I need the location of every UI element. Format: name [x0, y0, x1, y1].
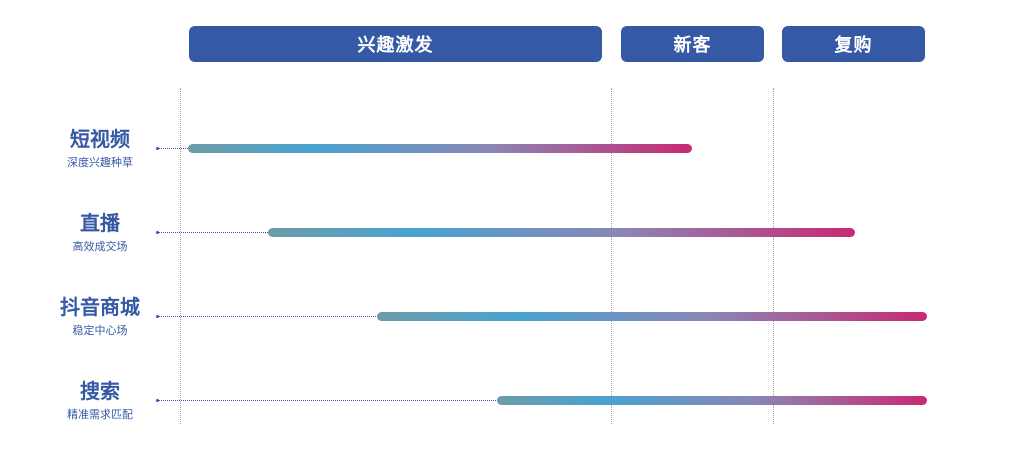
- row-leader-line: [158, 316, 378, 317]
- divider-line: [611, 88, 612, 424]
- timeline-bar-live: [268, 228, 855, 237]
- row-marker-dot: [156, 399, 159, 402]
- timeline-bar-short-video: [188, 144, 692, 153]
- divider-line: [180, 88, 181, 424]
- row-subtitle-short-video: 深度兴趣种草: [67, 156, 133, 169]
- row-title-douyin-mall: 抖音商城: [60, 295, 140, 319]
- row-leader-line: [158, 232, 270, 233]
- timeline-bar-search: [497, 396, 927, 405]
- timeline-bar-douyin-mall: [377, 312, 927, 321]
- divider-line: [773, 88, 774, 424]
- row-marker-dot: [156, 231, 159, 234]
- row-marker-dot: [156, 147, 159, 150]
- row-subtitle-douyin-mall: 稳定中心场: [72, 324, 128, 337]
- row-subtitle-search: 精准需求匹配: [67, 408, 133, 421]
- row-leader-line: [158, 400, 498, 401]
- stage-new-customer: 新客: [621, 26, 764, 62]
- row-title-live: 直播: [80, 211, 120, 235]
- row-title-search: 搜索: [80, 379, 120, 403]
- row-title-short-video: 短视频: [70, 127, 130, 151]
- row-subtitle-live: 高效成交场: [72, 240, 128, 253]
- stage-interest: 兴趣激发: [189, 26, 602, 62]
- row-leader-line: [158, 148, 190, 149]
- row-marker-dot: [156, 315, 159, 318]
- stage-repurchase: 复购: [782, 26, 925, 62]
